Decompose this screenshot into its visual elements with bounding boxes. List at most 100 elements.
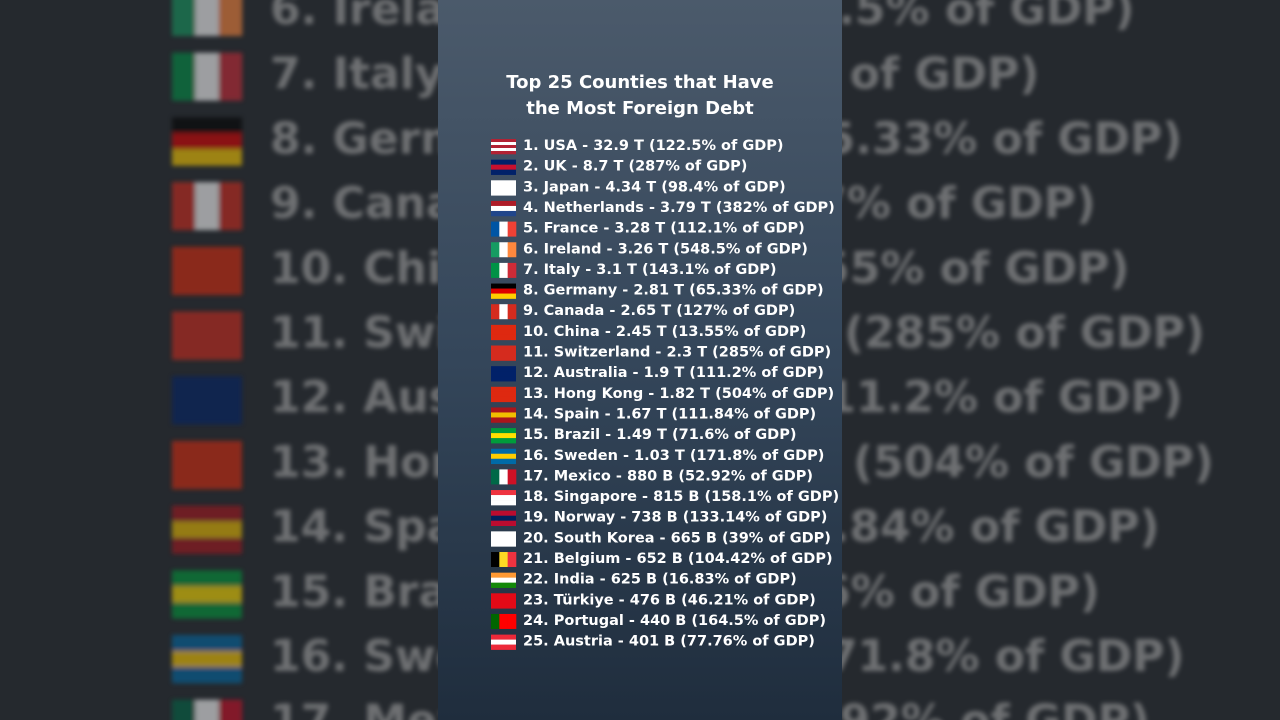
flag-stripe <box>491 185 516 191</box>
list-item: 22. India - 625 B (16.83% of GDP) <box>523 572 797 588</box>
flag-stripe <box>195 0 219 36</box>
flag-stripe <box>491 613 500 629</box>
flag-stripe <box>491 552 500 567</box>
flag-stripe <box>172 408 242 425</box>
flag-stripe <box>499 242 508 258</box>
list-item: 25. Austria - 401 B (77.76% of GDP) <box>523 634 815 650</box>
flag-stripe <box>491 371 516 377</box>
flag-stripe <box>507 221 517 237</box>
flag-stripe <box>491 180 516 186</box>
flag-stripe <box>491 345 516 351</box>
flag-stripe <box>172 392 242 409</box>
flag-stripe <box>507 552 517 567</box>
flag-stripe <box>491 242 500 258</box>
flag-stripe <box>491 151 516 155</box>
flag-stripe <box>172 311 242 328</box>
flag-stripe <box>172 327 242 344</box>
flag-stripe <box>491 495 516 501</box>
flag-stripe <box>172 52 196 101</box>
flag-stripe <box>491 577 516 583</box>
list-item: 11. Switzerland - 2.3 T (285% of GDP) <box>523 345 831 361</box>
list-item: 24. Portugal - 440 B (164.5% of GDP) <box>523 613 826 629</box>
flag-stripe <box>172 117 242 134</box>
flag-stripe <box>491 288 516 294</box>
flag-stripe <box>491 541 516 547</box>
list-item: 6. Ireland - 3.26 T (548.5% of GDP) <box>523 241 808 257</box>
flag-stripe <box>499 304 508 320</box>
title: Top 25 Counties that Have <box>506 72 773 93</box>
flag-stripe <box>507 242 517 258</box>
list-item: 12. Australia - 1.9 T (111.2% of GDP) <box>523 365 824 381</box>
flag-stripe <box>491 520 516 526</box>
flag-stripe <box>499 469 508 485</box>
flag-stripe <box>172 343 242 360</box>
list-item: 1. USA - 32.9 T (122.5% of GDP) <box>523 138 784 154</box>
list-item: 18. Singapore - 815 B (158.1% of GDP) <box>523 489 839 505</box>
flag-stripe <box>491 412 516 418</box>
flag-stripe <box>172 537 242 554</box>
flag-stripe <box>507 262 517 278</box>
flag-stripe <box>491 293 516 299</box>
list-item: 4. Netherlands - 3.79 T (382% of GDP) <box>523 200 835 216</box>
list-item: 14. Spain - 1.67 T (111.84% of GDP) <box>523 406 816 422</box>
flag-stripe <box>491 262 500 278</box>
flag-stripe <box>499 262 508 278</box>
flag-stripe <box>491 386 516 393</box>
flag-stripe <box>491 644 516 650</box>
flag-stripe <box>195 182 219 231</box>
flag-stripe <box>491 391 516 398</box>
flag-stripe <box>491 159 516 165</box>
flag-stripe <box>491 139 516 143</box>
flag-stripe <box>491 433 516 439</box>
list-item: 23. Türkiye - 476 B (46.21% of GDP) <box>523 592 816 608</box>
flag-stripe <box>491 355 516 361</box>
flag-stripe <box>499 613 508 629</box>
flag-stripe <box>491 448 516 455</box>
flag-stripe <box>491 304 500 320</box>
flag-stripe <box>491 490 516 496</box>
list: 1. USA - 32.9 T (122.5% of GDP) 2. UK - 8… <box>491 138 839 650</box>
list-item: 8. Germany - 2.81 T (65.33% of GDP) <box>523 283 824 299</box>
flag-stripe <box>491 531 516 537</box>
list-item: 13. Hong Kong - 1.82 T (504% of GDP) <box>523 386 834 402</box>
flag-stripe <box>491 469 500 485</box>
flag-stripe <box>491 142 516 146</box>
flag-stripe <box>218 182 243 231</box>
flag-stripe <box>491 634 516 640</box>
flag-stripe <box>491 334 516 341</box>
flag-stripe <box>491 210 516 217</box>
flag-stripe <box>172 586 242 603</box>
list-item: 16. Sweden - 1.03 T (171.8% of GDP) <box>523 448 824 464</box>
flag-stripe <box>172 602 242 619</box>
flag-stripe <box>491 376 516 382</box>
flag-stripe <box>172 0 196 36</box>
flag-stripe <box>499 552 508 567</box>
flag-stripe <box>195 52 219 101</box>
flag-stripe <box>507 304 517 320</box>
list-item: 19. Norway - 738 B (133.14% of GDP) <box>523 510 827 526</box>
flag-stripe <box>195 699 219 720</box>
flag-stripe <box>172 699 196 720</box>
flag-stripe <box>172 521 242 538</box>
flag-stripe <box>491 205 516 212</box>
flag-stripe <box>491 283 516 289</box>
flag-stripe <box>491 598 516 604</box>
flag-stripe <box>491 190 516 196</box>
flag-stripe <box>491 169 516 175</box>
flag-stripe <box>172 149 242 166</box>
flag-stripe <box>491 324 516 331</box>
flag-stripe <box>172 182 196 231</box>
flag-stripe <box>491 438 516 444</box>
flag-stripe <box>491 145 516 149</box>
flag-stripe <box>507 613 517 629</box>
flag-stripe <box>491 200 516 207</box>
title: the Most Foreign Debt <box>526 98 754 119</box>
flag-stripe <box>172 651 242 668</box>
list-item: 15. Brazil - 1.49 T (71.6% of GDP) <box>523 427 796 443</box>
list-item: 17. Mexico - 880 B (52.92% of GDP) <box>523 468 813 484</box>
flag-stripe <box>172 456 242 474</box>
flag-stripe <box>491 221 500 237</box>
list-item: 9. Canada - 2.65 T (127% of GDP) <box>523 303 795 319</box>
flag-stripe <box>491 428 516 434</box>
